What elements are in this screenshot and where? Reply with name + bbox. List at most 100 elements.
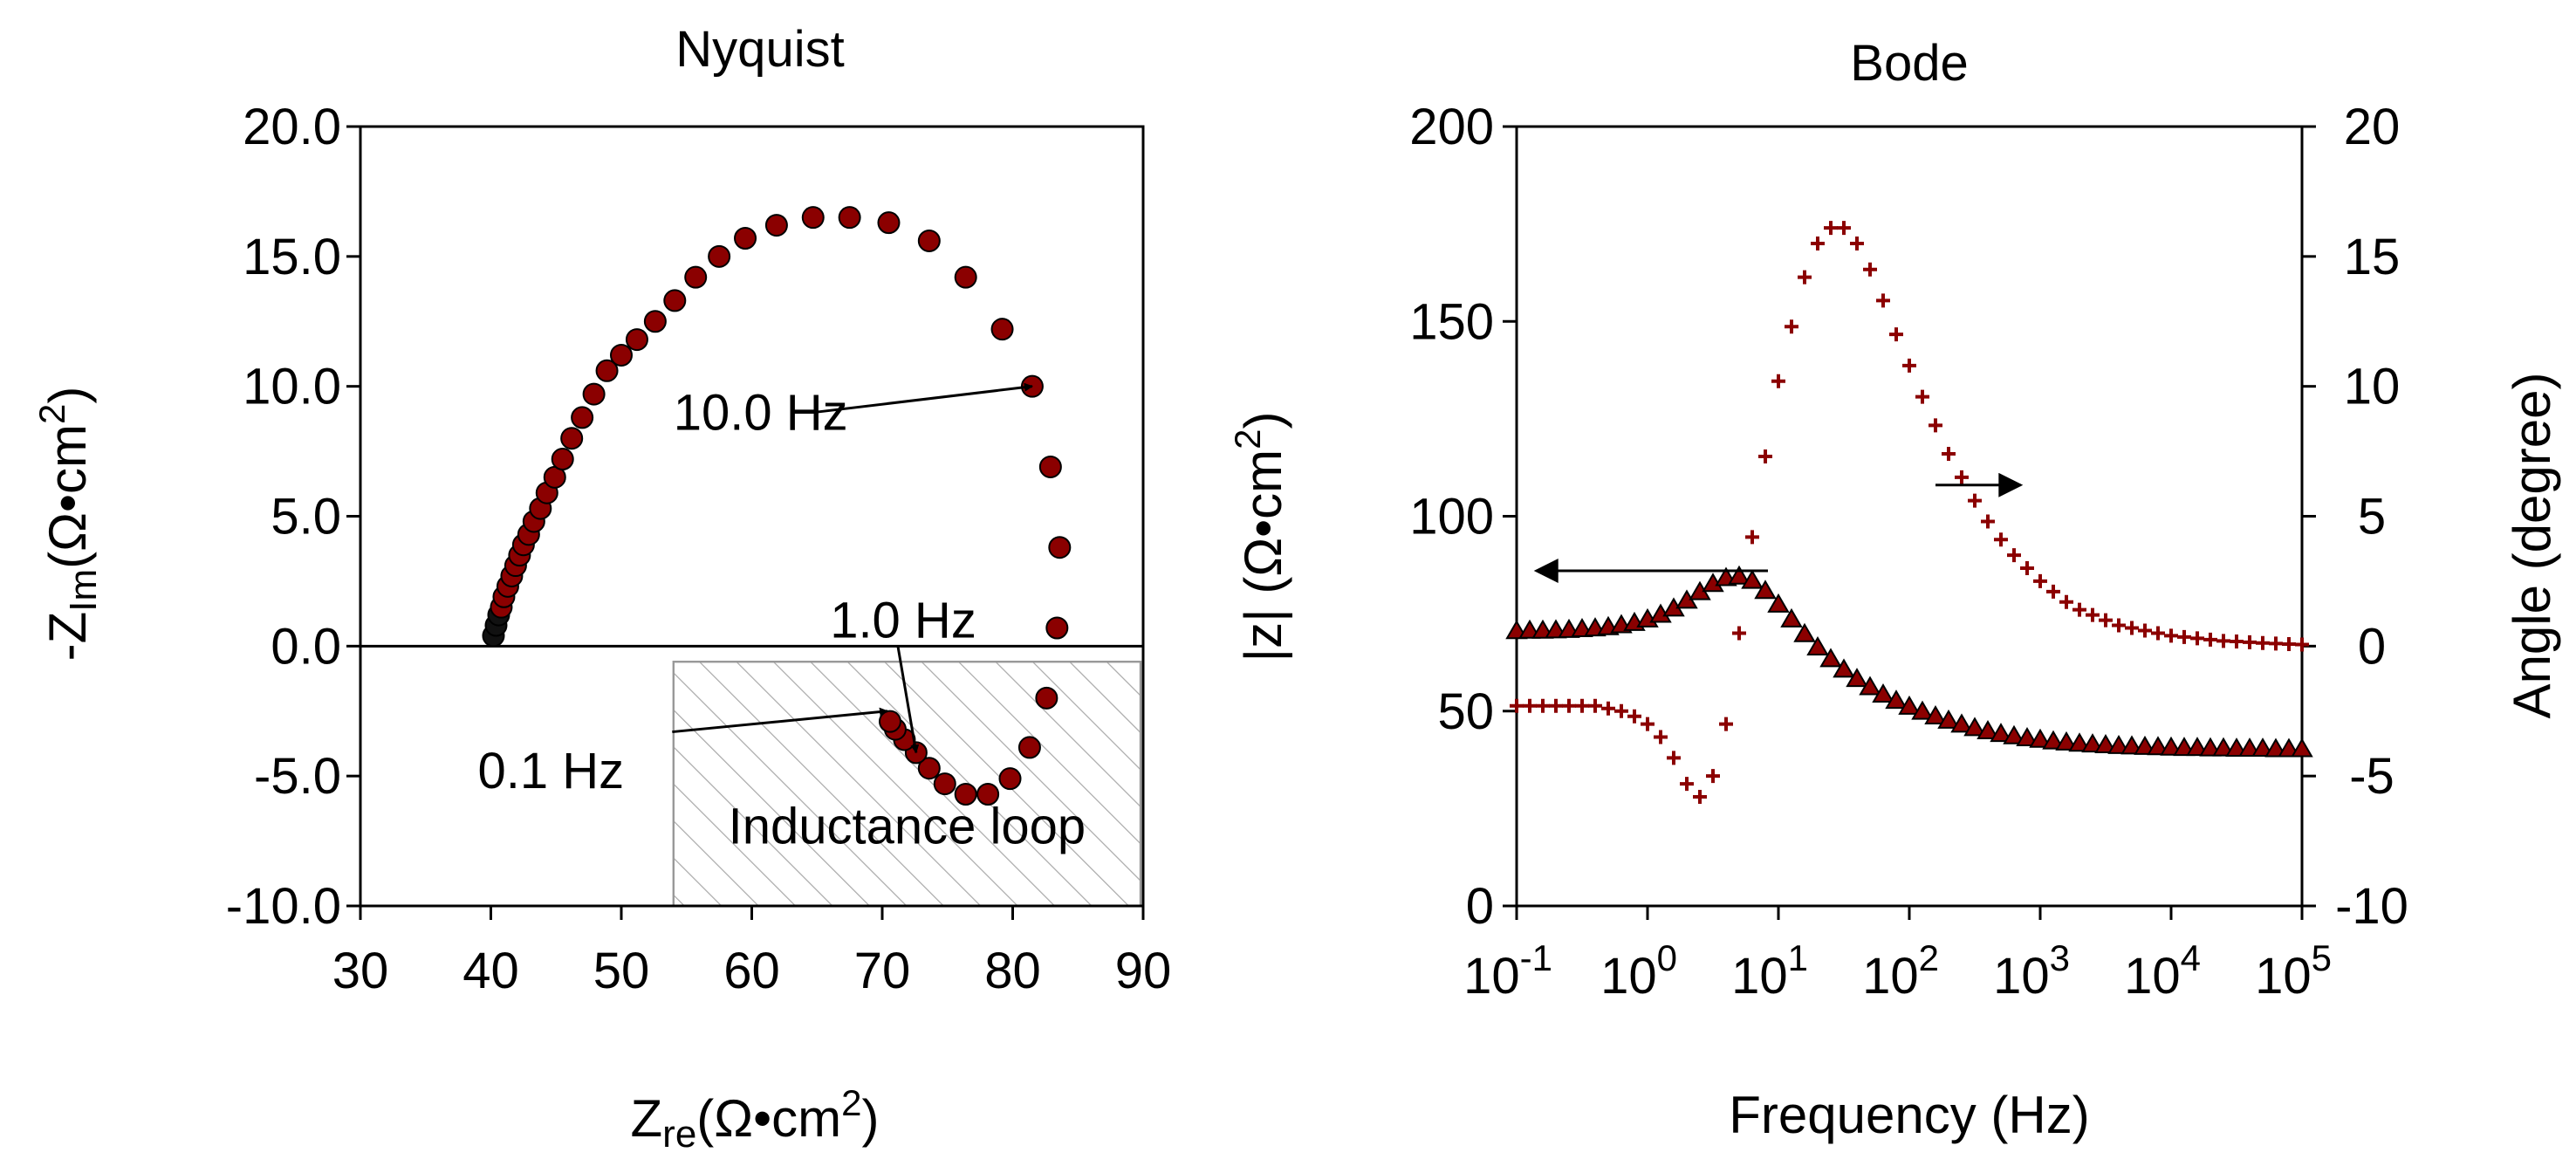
bode-x-ticks: 10-1 100 101 102 103 104 105 xyxy=(1463,906,2332,1005)
nyquist-point xyxy=(954,783,977,806)
angle-point xyxy=(2072,602,2086,617)
angle-point xyxy=(2243,635,2257,649)
modulus-point xyxy=(1806,635,1829,655)
angle-point xyxy=(1902,358,1916,373)
angle-point xyxy=(1771,374,1785,388)
y-tick-label: 10.0 xyxy=(243,359,341,415)
modulus-point xyxy=(1963,717,1986,737)
x-tick-label: 80 xyxy=(984,943,1041,999)
angle-point xyxy=(2007,548,2021,563)
modulus-point xyxy=(2016,727,2038,747)
modulus-point xyxy=(2238,737,2261,758)
angle-point xyxy=(1942,447,1956,462)
angle-point xyxy=(1785,319,1798,334)
bode-left-y-ticks: 0 50 100 150 200 xyxy=(1409,99,1517,935)
right-y-tick-label: 10 xyxy=(2344,359,2401,415)
nyquist-point xyxy=(1035,686,1058,710)
angle-point xyxy=(1955,470,1969,484)
y-tick-label: -10.0 xyxy=(226,878,341,935)
angle-point xyxy=(1824,221,1838,236)
angle-point xyxy=(2269,636,2283,651)
nyquist-x-ticks: 30 40 50 60 70 80 90 xyxy=(332,906,1171,999)
modulus-point xyxy=(2225,737,2248,758)
bode-right-y-axis-label: Angle (degree) xyxy=(2503,373,2561,719)
modulus-point xyxy=(1518,619,1541,639)
nyquist-point xyxy=(764,214,788,237)
nyquist-point xyxy=(610,343,633,367)
modulus-point xyxy=(2278,737,2300,758)
angle-point xyxy=(1981,514,1995,529)
angle-point xyxy=(1811,236,1825,250)
modulus-point xyxy=(2029,728,2052,748)
angle-point xyxy=(1732,626,1746,641)
angle-point xyxy=(2256,635,2270,650)
angle-point xyxy=(2046,584,2060,599)
modulus-point xyxy=(1793,622,1816,642)
annotation-label: 0.1 Hz xyxy=(478,743,625,799)
right-y-tick-label: 20 xyxy=(2344,99,2401,155)
bode-plot-frame xyxy=(1515,125,2304,908)
bode-annotations xyxy=(1533,472,2024,584)
modulus-point xyxy=(1819,648,1842,668)
nyquist-point xyxy=(1038,455,1062,478)
angle-point xyxy=(2282,636,2296,651)
nyquist-point xyxy=(551,448,574,471)
angle-point xyxy=(1719,717,1733,731)
right-y-tick-label: 5 xyxy=(2358,489,2386,545)
modulus-point xyxy=(2120,735,2143,755)
modulus-point xyxy=(2003,724,2025,744)
x-tick-label: 70 xyxy=(854,943,911,999)
y-tick-label: -5.0 xyxy=(254,748,341,805)
modulus-point xyxy=(2134,735,2156,755)
angle-point xyxy=(2099,613,2113,628)
angle-point xyxy=(1601,701,1615,716)
angle-point xyxy=(2112,618,2126,633)
nyquist-point xyxy=(998,767,1022,791)
angle-point xyxy=(1758,449,1772,464)
x-tick-label: 10-1 xyxy=(1463,937,1552,1005)
annotation-label: 1.0 Hz xyxy=(830,593,976,649)
x-tick-label: 60 xyxy=(723,943,780,999)
y-tick-label: 0.0 xyxy=(271,618,341,675)
nyquist-x-axis-label: Zre(Ω•cm2) xyxy=(631,1082,880,1156)
bode-modulus-points xyxy=(1505,565,2313,758)
x-tick-label: 103 xyxy=(1993,937,2070,1005)
left-y-tick-label: 150 xyxy=(1409,293,1494,350)
nyquist-point xyxy=(684,265,708,289)
angle-point xyxy=(1536,698,1550,713)
nyquist-point xyxy=(990,318,1014,341)
bode-x-axis-label: Frequency (Hz) xyxy=(1729,1086,2089,1144)
angle-point xyxy=(1614,703,1628,718)
left-y-tick-label: 100 xyxy=(1409,489,1494,545)
angle-point xyxy=(1706,769,1720,784)
modulus-point xyxy=(2094,734,2117,754)
left-y-tick-label: 200 xyxy=(1409,99,1494,155)
angle-point xyxy=(2177,629,2191,644)
modulus-point xyxy=(1977,719,1999,739)
modulus-point xyxy=(2186,737,2209,757)
angle-point xyxy=(2125,621,2139,635)
angle-point xyxy=(1588,698,1602,713)
modulus-point xyxy=(1898,695,1921,715)
modulus-point xyxy=(1950,713,1973,733)
angle-point xyxy=(1510,698,1524,713)
annotation-arrow xyxy=(896,646,920,754)
x-tick-label: 105 xyxy=(2255,937,2332,1005)
modulus-point xyxy=(2264,737,2287,758)
angle-point xyxy=(1693,789,1707,804)
angle-point xyxy=(1549,698,1563,713)
angle-point xyxy=(1889,327,1903,342)
angle-point xyxy=(1667,751,1681,765)
x-tick-label: 101 xyxy=(1731,937,1808,1005)
inductance-loop-label: Inductance loop xyxy=(729,799,1086,855)
modulus-point xyxy=(2081,733,2104,753)
modulus-point xyxy=(1885,689,1908,710)
angle-point xyxy=(2033,573,2047,588)
angle-point xyxy=(1641,717,1655,731)
modulus-point xyxy=(2291,737,2313,758)
angle-point xyxy=(1837,221,1851,236)
angle-point xyxy=(1929,418,1942,433)
nyquist-points xyxy=(482,206,1072,806)
modulus-point xyxy=(1924,705,1947,725)
angle-point xyxy=(1627,709,1641,724)
